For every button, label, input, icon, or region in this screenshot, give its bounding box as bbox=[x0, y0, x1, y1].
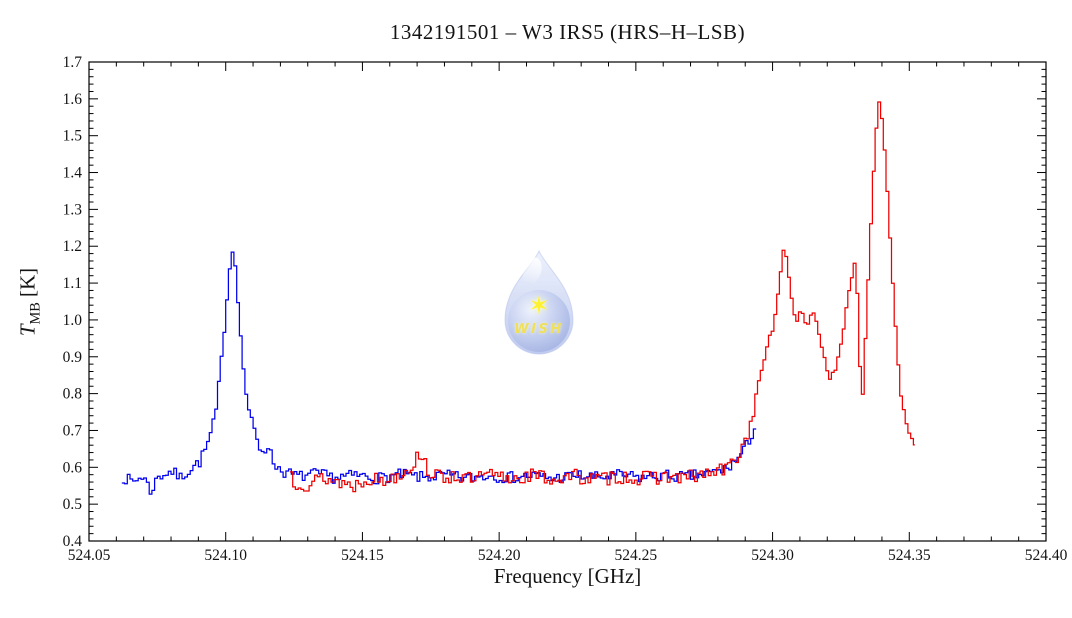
x-axis-label: Frequency [GHz] bbox=[493, 564, 642, 588]
plot-frame bbox=[88, 61, 1047, 542]
y-tick-label: 1.2 bbox=[63, 238, 82, 255]
y-tick-label: 0.6 bbox=[63, 459, 83, 476]
blue-spectrum-trace bbox=[121, 251, 757, 495]
chart-title: 1342191501 – W3 IRS5 (HRS–H–LSB) bbox=[389, 20, 746, 44]
y-tick-label: 1.5 bbox=[63, 128, 83, 145]
y-tick-label: 1.1 bbox=[63, 275, 82, 292]
x-tick-label: 524.25 bbox=[615, 547, 658, 564]
x-tick-label: 524.15 bbox=[341, 547, 384, 564]
y-tick-label: 1.0 bbox=[63, 312, 83, 329]
y-tick-label: 0.4 bbox=[63, 533, 83, 550]
y-tick-label: 0.5 bbox=[63, 496, 83, 513]
x-tick-label: 524.05 bbox=[68, 547, 111, 564]
red-spectrum-trace bbox=[290, 101, 915, 493]
y-tick-label: 0.7 bbox=[63, 422, 83, 439]
x-tick-label: 524.35 bbox=[888, 547, 931, 564]
x-tick-label: 524.20 bbox=[478, 547, 521, 564]
y-tick-label: 0.9 bbox=[63, 349, 83, 366]
x-tick-label: 524.40 bbox=[1025, 547, 1068, 564]
y-tick-label: 1.7 bbox=[63, 54, 83, 71]
y-tick-label: 1.3 bbox=[63, 201, 83, 218]
x-tick-label: 524.10 bbox=[204, 547, 247, 564]
y-tick-label: 0.8 bbox=[63, 386, 83, 403]
x-tick-label: 524.30 bbox=[751, 547, 794, 564]
y-tick-label: 1.6 bbox=[63, 91, 83, 108]
y-tick-label: 1.4 bbox=[63, 165, 83, 182]
